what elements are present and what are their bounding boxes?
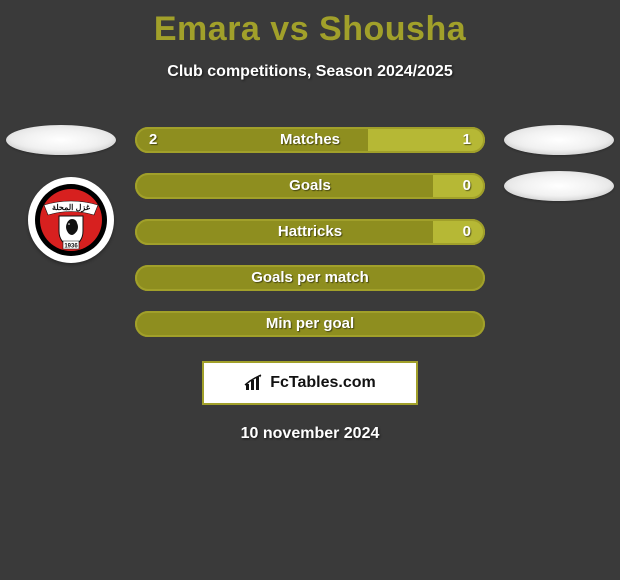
player-oval-right xyxy=(504,171,614,201)
stat-value-right: 0 xyxy=(463,173,471,199)
player-oval-left xyxy=(6,125,116,155)
stat-label: Goals xyxy=(135,173,485,199)
stat-label: Hattricks xyxy=(135,219,485,245)
brand-chart-icon xyxy=(244,374,264,392)
comparison-page: Emara vs Shousha Club competitions, Seas… xyxy=(0,0,620,580)
stat-bar: Goals0 xyxy=(135,173,485,199)
svg-text:1936: 1936 xyxy=(64,244,78,250)
svg-text:غزل المحلة: غزل المحلة xyxy=(52,203,91,213)
stat-label: Min per goal xyxy=(135,311,485,337)
stat-row: Goals per match xyxy=(0,255,620,301)
brand-text: FcTables.com xyxy=(270,374,376,392)
player-oval-right xyxy=(504,125,614,155)
stat-bar: Matches2 1 xyxy=(135,127,485,153)
club-badge-left: غزل المحلة 1936 xyxy=(28,177,114,263)
date-line: 10 november 2024 xyxy=(0,425,620,443)
stat-value-right: 1 xyxy=(463,127,471,153)
page-subtitle: Club competitions, Season 2024/2025 xyxy=(0,63,620,81)
stat-row: Matches2 1 xyxy=(0,117,620,163)
club-crest-icon: غزل المحلة 1936 xyxy=(34,183,108,257)
stat-label: Matches xyxy=(135,127,485,153)
stat-row: Min per goal xyxy=(0,301,620,347)
stat-bar: Goals per match xyxy=(135,265,485,291)
stat-bar: Hattricks0 xyxy=(135,219,485,245)
brand-box: FcTables.com xyxy=(202,361,418,405)
stat-value-left: 2 xyxy=(149,127,157,153)
stat-value-right: 0 xyxy=(463,219,471,245)
stat-bar: Min per goal xyxy=(135,311,485,337)
stat-label: Goals per match xyxy=(135,265,485,291)
page-title: Emara vs Shousha xyxy=(0,0,620,49)
